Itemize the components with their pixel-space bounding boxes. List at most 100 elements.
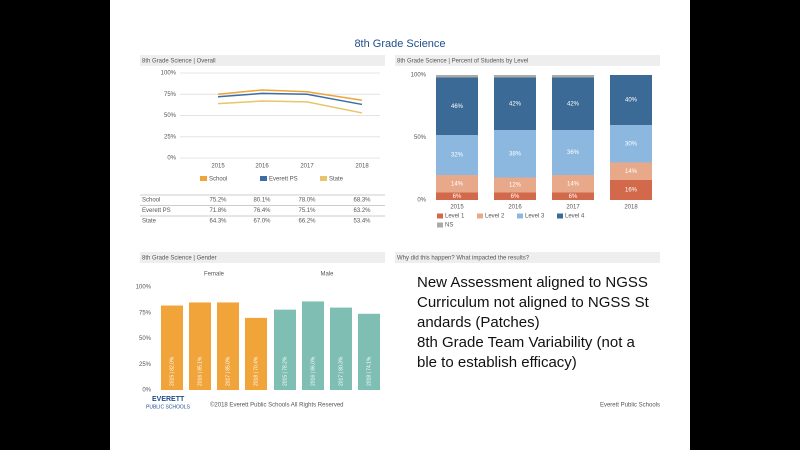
- x-tick-label: 2017: [300, 164, 314, 170]
- x-tick-label: 2018: [624, 205, 638, 211]
- table-cell: 67.0%: [253, 219, 271, 225]
- panel-title: Why did this happen? What impacted the r…: [397, 256, 530, 262]
- y-tick-label: 100%: [136, 285, 152, 291]
- slide-title: 8th Grade Science: [354, 38, 445, 50]
- text-line: 8th Grade Team Variability (not a: [417, 334, 636, 351]
- data-label: 46%: [451, 104, 464, 110]
- table-cell: 63.2%: [353, 208, 371, 214]
- legend-label: Level 2: [485, 214, 505, 220]
- text-line: New Assessment aligned to NGSS: [417, 274, 648, 291]
- legend-label: Level 1: [445, 214, 465, 220]
- legend-label: Level 4: [565, 214, 585, 220]
- bar-segment: [436, 77, 478, 135]
- x-tick-label: 2016: [508, 205, 522, 211]
- y-tick-label: 25%: [139, 362, 152, 368]
- text-line: Curriculum not aligned to NGSS St: [417, 294, 650, 311]
- data-label: 40%: [625, 98, 638, 104]
- legend-swatch: [260, 176, 267, 181]
- y-tick-label: 0%: [417, 198, 426, 204]
- y-tick-label: 75%: [139, 310, 152, 316]
- data-label: 2017 | 85.0%: [225, 356, 231, 386]
- text-line: andards (Patches): [417, 314, 540, 331]
- data-label: 2016 | 85.1%: [197, 356, 203, 386]
- bar-segment: [552, 175, 594, 193]
- data-label: 42%: [509, 101, 522, 107]
- bar-segment: [610, 125, 652, 163]
- y-tick-label: 100%: [161, 71, 177, 77]
- data-label: 14%: [451, 181, 464, 187]
- x-tick-label: 2015: [450, 205, 464, 211]
- bar: [217, 302, 239, 390]
- footer: Everett Public Schools: [600, 403, 660, 409]
- bar: [358, 313, 380, 390]
- data-label: 2018 | 70.4%: [253, 356, 259, 386]
- header: [395, 252, 660, 263]
- data-label: 6%: [569, 194, 578, 200]
- data-label: 2015 | 78.2%: [282, 356, 288, 386]
- bar-segment: [494, 77, 536, 130]
- chart-title: 8th Grade Science | Overall: [142, 59, 216, 65]
- logo: EVERETT: [152, 396, 185, 403]
- table-cell: 64.3%: [209, 219, 227, 225]
- table-cell: 80.1%: [253, 198, 271, 204]
- data-label: 2017 | 80.3%: [338, 356, 344, 386]
- header: [140, 252, 385, 263]
- table-cell: 68.3%: [353, 198, 371, 204]
- data-label: 38%: [509, 151, 522, 157]
- y-tick-label: 50%: [139, 336, 152, 342]
- table-cell: State: [142, 219, 157, 225]
- logo: PUBLIC SCHOOLS: [146, 404, 191, 410]
- bar-segment: [494, 192, 536, 200]
- bar-segment: [436, 192, 478, 200]
- chart-title: 8th Grade Science | Gender: [142, 256, 217, 262]
- legend-swatch: [517, 213, 523, 219]
- table-cell: 71.8%: [209, 208, 227, 214]
- bar: [189, 302, 211, 390]
- legend-swatch: [437, 213, 443, 219]
- legend-swatch: [437, 222, 443, 228]
- bar: [245, 317, 267, 390]
- y-tick-label: 0%: [142, 388, 151, 394]
- bar-segment: [552, 192, 594, 200]
- header: [140, 55, 385, 66]
- legend-swatch: [320, 176, 327, 181]
- y-tick-label: 75%: [164, 92, 177, 98]
- line: [217, 89, 363, 101]
- data-label: 32%: [451, 153, 464, 159]
- data-label: 36%: [567, 150, 580, 156]
- table-cell: 75.1%: [298, 208, 316, 214]
- bar-segment: [552, 75, 594, 78]
- table-cell: 75.2%: [209, 198, 227, 204]
- y-tick-label: 50%: [414, 135, 427, 141]
- legend-label: Level 3: [525, 214, 545, 220]
- table-cell: 66.2%: [298, 219, 316, 225]
- x-tick-label: 2017: [566, 205, 580, 211]
- line: [217, 100, 363, 114]
- x-tick-label: 2018: [355, 164, 369, 170]
- table-cell: 76.4%: [253, 208, 271, 214]
- legend-swatch: [557, 213, 563, 219]
- group-label: Male: [320, 272, 334, 278]
- bar-segment: [494, 130, 536, 178]
- text-line: ble to establish efficacy): [417, 354, 577, 371]
- header: [395, 55, 660, 66]
- legend-label: State: [329, 177, 344, 183]
- data-label: 30%: [625, 141, 638, 147]
- table-cell: Everett PS: [142, 208, 171, 214]
- bar: [161, 305, 183, 390]
- x-tick-label: 2015: [211, 164, 225, 170]
- table-cell: 53.4%: [353, 219, 371, 225]
- bar-segment: [436, 175, 478, 193]
- bar-segment: [436, 135, 478, 175]
- bar-segment: [494, 75, 536, 78]
- table-cell: 78.0%: [298, 198, 316, 204]
- table-cell: School: [142, 198, 160, 204]
- data-label: 2018 | 74.1%: [366, 356, 372, 386]
- bar: [330, 307, 352, 390]
- y-tick-label: 100%: [411, 73, 427, 79]
- y-tick-label: 0%: [167, 156, 176, 162]
- bar-segment: [610, 180, 652, 200]
- bar-segment: [610, 162, 652, 180]
- legend-label: NS: [445, 223, 453, 229]
